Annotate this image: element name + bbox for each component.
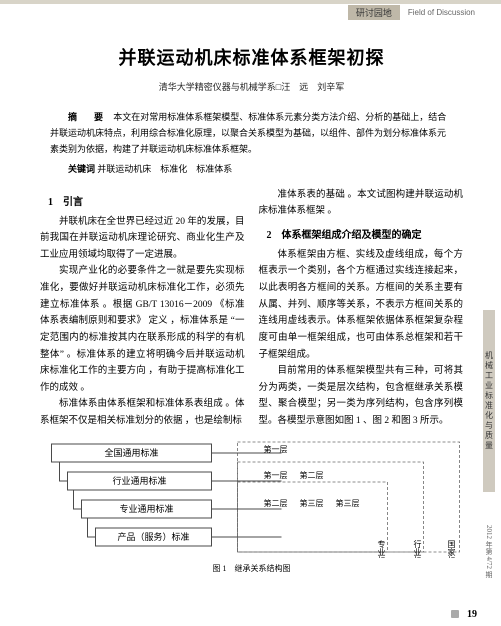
node-national: 全国通用标准 <box>52 444 212 462</box>
journal-name-vertical: 机械工业标准化与质量 <box>483 310 495 492</box>
node-industry: 行业通用标准 <box>68 472 212 490</box>
side-nat: 国家标准体系 <box>447 540 456 558</box>
abstract: 摘 要 本文在对常用标准体系框架模型、标准体系元素分类方法介绍、分析的基础上，结… <box>50 109 453 158</box>
right-column: 准体系表的基础 。本文试图构建并联运动机床标准体系框架 。 2 体系框架组成介绍… <box>259 187 464 430</box>
page-body: 并联运动机床标准体系框架初探 清华大学精密仪器与机械学系□汪 远 刘辛军 摘 要… <box>0 0 501 572</box>
abstract-text: 本文在对常用标准体系框架模型、标准体系元素分类方法介绍、分析的基础上，结合并联运… <box>50 112 446 154</box>
page-number: 19 <box>467 609 477 620</box>
dash-layer-inner <box>238 482 388 552</box>
conn-1 <box>60 462 68 481</box>
layer-1-label: 第一层 <box>264 470 288 480</box>
layer-2-label: 第二层 <box>264 498 288 508</box>
issue-vertical: 2012 年第 4/72 期 <box>483 496 495 606</box>
dash-layer-outer <box>238 442 460 552</box>
left-p3: 标准体系由体系框架和标准体系表组成 。体系框架不仅是相关标准划分的依据 ，也是绘… <box>40 396 245 429</box>
layer-3-label: 第三层 <box>336 498 360 508</box>
section-1-heading: 1 引言 <box>48 193 245 208</box>
conn-2 <box>74 490 82 509</box>
left-column: 1 引言 并联机床在全世界已经过近 20 年的发展，目前我国在并联运动机床理论研… <box>40 187 245 430</box>
keywords-label: 关键词 <box>68 164 95 174</box>
figure-1: 全国通用标准 行业通用标准 专业通用标准 产品（服务）标准 <box>40 440 463 558</box>
paper-title: 并联运动机床标准体系框架初探 <box>40 44 463 70</box>
node-product-label: 产品（服务）标准 <box>117 531 189 542</box>
layer-0-label: 第一层 <box>264 444 288 454</box>
node-national-label: 全国通用标准 <box>104 447 158 458</box>
keywords-text: 并联运动机床 标准化 标准体系 <box>97 164 232 174</box>
abstract-label: 摘 要 <box>68 112 107 122</box>
conn-3 <box>88 518 96 537</box>
left-p1: 并联机床在全世界已经过近 20 年的发展，目前我国在并联运动机床理论研究、商业化… <box>40 214 245 264</box>
keywords-line: 关键词 并联运动机床 标准化 标准体系 <box>50 162 453 175</box>
side-ind: 行业标准体系 <box>413 539 422 558</box>
layer-3-tag: 第三层 <box>300 498 324 508</box>
header-section-en: Field of Discussion <box>400 7 483 18</box>
header-section-cn: 研讨园地 <box>348 5 400 20</box>
left-p2: 实现产业化的必要条件之一就是要先实现标准化，要做好并联运动机床标准化工作，必须先… <box>40 263 245 396</box>
columns: 1 引言 并联机床在全世界已经过近 20 年的发展，目前我国在并联运动机床理论研… <box>40 187 463 430</box>
figure-1-caption: 图 1 继承关系结构图 <box>40 563 463 574</box>
node-industry-label: 行业通用标准 <box>112 475 166 486</box>
node-product: 产品（服务）标准 <box>96 528 212 546</box>
right-p1: 体系框架由方框、实线及虚线组成，每个方框表示一个类别，各个方框通过实线连接起来，… <box>259 247 464 363</box>
header-bar: 研讨园地 Field of Discussion <box>348 4 483 20</box>
page-marker <box>451 610 459 618</box>
node-prof-label: 专业通用标准 <box>119 503 173 514</box>
paper-authors: 清华大学精密仪器与机械学系□汪 远 刘辛军 <box>40 80 463 93</box>
layer-2-tag: 第二层 <box>300 470 324 480</box>
figure-1-svg: 全国通用标准 行业通用标准 专业通用标准 产品（服务）标准 <box>40 440 463 558</box>
right-p2: 目前常用的体系框架模型共有三种，可将其分为两类，一类是层次结构，包含框继承关系模… <box>259 363 464 430</box>
side-prof: 专业标准体系 <box>377 539 386 558</box>
right-sidebar: 机械工业标准化与质量 2012 年第 4/72 期 <box>481 310 497 606</box>
node-prof: 专业通用标准 <box>82 500 212 518</box>
right-cont: 准体系表的基础 。本文试图构建并联运动机床标准体系框架 。 <box>259 187 464 220</box>
section-2-heading: 2 体系框架组成介绍及模型的确定 <box>267 226 464 241</box>
